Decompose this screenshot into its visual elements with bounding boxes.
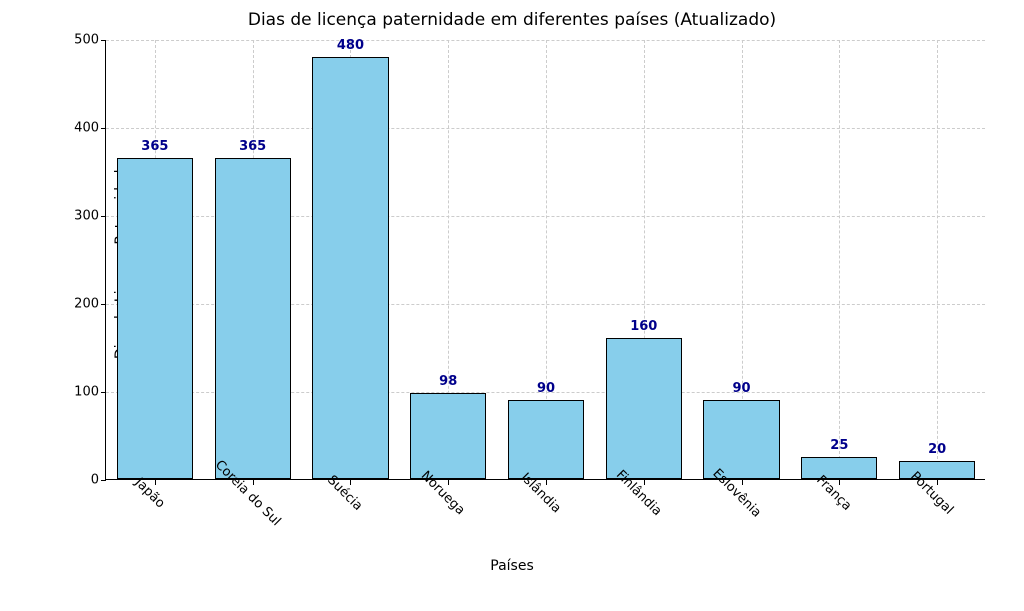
bar	[508, 400, 584, 479]
bar-value-label: 480	[337, 38, 364, 53]
bar	[606, 338, 682, 479]
bar	[312, 57, 388, 479]
ytick-mark	[101, 304, 106, 305]
x-axis-label: Países	[0, 558, 1024, 574]
ytick-label: 400	[59, 121, 99, 136]
bar-value-label: 20	[928, 442, 946, 457]
bar	[215, 158, 291, 479]
plot-area: 365Japão365Coreia do Sul480Suécia98Norue…	[105, 40, 985, 480]
xtick-mark	[253, 480, 254, 485]
bar-value-label: 98	[439, 374, 457, 389]
chart-container: Dias de licença paternidade em diferente…	[0, 0, 1024, 611]
bar-value-label: 90	[733, 381, 751, 396]
ytick-mark	[101, 216, 106, 217]
xtick-label: Japão	[132, 475, 168, 511]
xtick-mark	[742, 480, 743, 485]
bar	[703, 400, 779, 479]
bar-value-label: 160	[630, 319, 657, 334]
ytick-label: 100	[59, 385, 99, 400]
bar	[801, 457, 877, 479]
grid-line-v	[839, 40, 840, 479]
ytick-mark	[101, 392, 106, 393]
bar-value-label: 90	[537, 381, 555, 396]
xtick-mark	[839, 480, 840, 485]
ytick-mark	[101, 128, 106, 129]
ytick-mark	[101, 480, 106, 481]
xtick-mark	[546, 480, 547, 485]
bar-value-label: 365	[141, 139, 168, 154]
bar	[117, 158, 193, 479]
bar-value-label: 365	[239, 139, 266, 154]
xtick-mark	[155, 480, 156, 485]
bar	[410, 393, 486, 479]
ytick-mark	[101, 40, 106, 41]
ytick-label: 300	[59, 209, 99, 224]
chart-title: Dias de licença paternidade em diferente…	[0, 10, 1024, 30]
xtick-mark	[644, 480, 645, 485]
grid-line-v	[937, 40, 938, 479]
xtick-mark	[937, 480, 938, 485]
ytick-label: 0	[59, 473, 99, 488]
xtick-mark	[448, 480, 449, 485]
ytick-label: 500	[59, 33, 99, 48]
xtick-mark	[350, 480, 351, 485]
bar-value-label: 25	[830, 438, 848, 453]
ytick-label: 200	[59, 297, 99, 312]
